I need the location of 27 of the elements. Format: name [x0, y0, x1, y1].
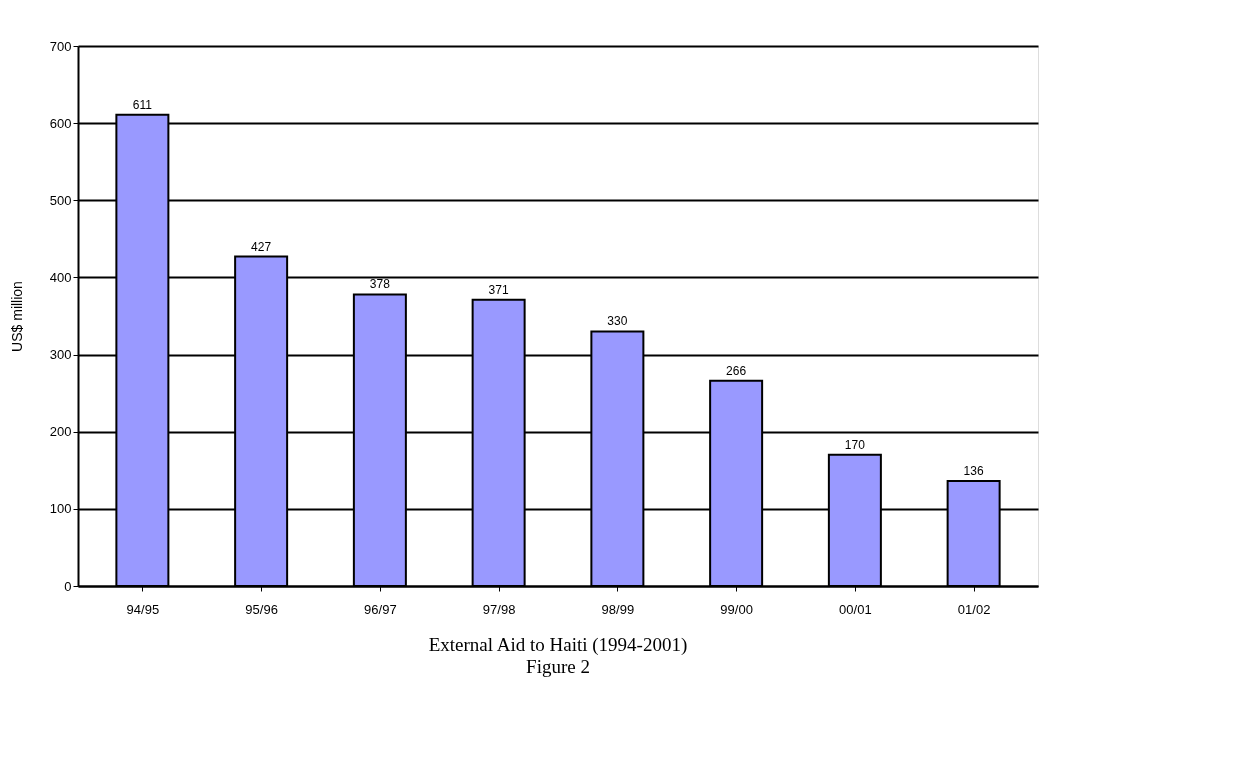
x-tick-label: 97/98: [482, 601, 516, 617]
y-tick-label: 200: [49, 424, 72, 440]
y-tick-label: 700: [49, 38, 72, 54]
data-label: 427: [251, 239, 272, 254]
y-tick-label: 500: [49, 192, 72, 208]
y-tick-label: 100: [49, 501, 72, 517]
x-tick-label: 01/02: [957, 601, 991, 617]
x-tick-label: 98/99: [601, 601, 635, 617]
y-tick-label: 300: [49, 347, 72, 363]
x-tick-label: 96/97: [364, 601, 397, 617]
data-label: 378: [369, 277, 391, 292]
y-axis-title: US$ million: [8, 281, 25, 352]
y-tick-label: 600: [49, 115, 72, 131]
text: External Aid to Haiti (1994-2001): [428, 634, 688, 656]
text: Figure 2: [526, 656, 590, 677]
data-label: 330: [607, 314, 628, 329]
data-label: 266: [726, 363, 747, 378]
data-label: 136: [963, 464, 984, 479]
y-tick-label: 0: [64, 578, 72, 594]
data-label: 371: [488, 282, 509, 297]
y-tick-label: 400: [49, 269, 72, 285]
data-label: 611: [132, 97, 153, 112]
x-tick-label: 00/01: [839, 601, 872, 617]
data-label: 170: [844, 437, 866, 452]
x-tick-label: 95/96: [245, 601, 278, 617]
x-tick-label: 94/95: [126, 601, 160, 617]
x-tick-label: 99/00: [720, 601, 753, 617]
